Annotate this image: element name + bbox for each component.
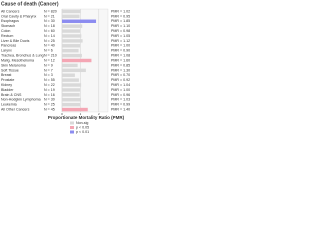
value-label: PMR = 0.90 [111, 49, 130, 53]
count-label: N = 45 [44, 108, 55, 112]
bar [62, 68, 86, 73]
x-axis-label: Proportionate Mortality Ratio (PMR) [48, 115, 125, 120]
count-label: N = 7 [44, 68, 53, 72]
category-label: Rectum [1, 34, 13, 38]
value-label: PMR = 0.92 [111, 78, 130, 82]
bar [62, 83, 82, 87]
count-label: N = 19 [44, 88, 55, 92]
category-label: Stomach [1, 24, 15, 28]
bar [62, 19, 97, 23]
value-label: PMR = 1.00 [111, 44, 130, 48]
bar [62, 102, 81, 107]
chart-title: Cause of death (Cancer) [1, 1, 59, 7]
category-label: Non-Hodgkin Lymphoma [1, 98, 41, 102]
category-label: Pancreas [1, 44, 16, 48]
count-label: N = 21 [44, 14, 55, 18]
category-label: All Other Cancers [1, 108, 30, 112]
category-label: Colon [1, 29, 10, 33]
category-label: Brain & CNS [1, 93, 22, 97]
count-label: N = 14 [44, 34, 55, 38]
bar [62, 14, 80, 19]
value-label: PMR = 1.12 [111, 39, 130, 43]
bar [62, 78, 79, 82]
bar [62, 73, 75, 77]
category-label: Soft Tissue [1, 68, 19, 72]
category-label: Trachea, Bronchus & Lung [1, 54, 44, 58]
bar [62, 107, 88, 112]
category-label: Bladder [1, 88, 14, 92]
count-label: N = 30 [44, 98, 55, 102]
category-label: Oral Cavity & Pharynx [1, 14, 37, 18]
count-label: N = 25 [44, 39, 55, 43]
category-label: Kidney [1, 83, 12, 87]
value-label: PMR = 0.98 [111, 29, 130, 33]
count-label: N = 60 [44, 29, 55, 33]
bar [62, 53, 82, 58]
bar [62, 9, 81, 14]
category-label: Leukemia [1, 103, 17, 107]
value-label: PMR = 0.95 [111, 14, 130, 18]
bar [62, 39, 83, 43]
category-label: All Cancers [1, 9, 20, 13]
bar [62, 24, 83, 28]
chart: Cause of death (Cancer) Proportionate Mo… [1, 1, 130, 134]
bar [62, 58, 92, 63]
value-label: PMR = 1.03 [111, 98, 130, 102]
count-label: N = 25 [44, 103, 55, 107]
value-label: PMR = 1.02 [111, 9, 130, 13]
value-label: PMR = 1.00 [111, 88, 130, 92]
legend-label: p < 0.01 [76, 130, 89, 134]
category-label: Larynx [1, 49, 12, 53]
bar [62, 63, 78, 68]
count-label: N = 9 [44, 63, 53, 67]
value-label: PMR = 1.04 [111, 83, 130, 87]
bar [62, 34, 82, 38]
category-label: Prostate [1, 78, 14, 82]
value-label: PMR = 0.99 [111, 103, 130, 107]
bar [62, 93, 80, 97]
category-label: Skin Melanoma [1, 63, 26, 67]
bar [62, 44, 81, 48]
count-label: N = 18 [44, 24, 55, 28]
legend-swatch [70, 121, 74, 125]
value-label: PMR = 1.60 [111, 58, 130, 62]
value-label: PMR = 1.30 [111, 68, 130, 72]
count-label: N = 30 [44, 19, 55, 23]
bar [62, 88, 81, 92]
value-label: PMR = 1.10 [111, 24, 130, 28]
value-label: PMR = 0.96 [111, 93, 130, 97]
value-label: PMR = 1.40 [111, 108, 130, 112]
x-tick-label: 1 [80, 112, 82, 116]
legend-swatch [70, 126, 74, 129]
value-label: PMR = 1.08 [111, 54, 130, 58]
count-label: N = 820 [44, 9, 57, 13]
category-label: Malig. Mesothelioma [1, 58, 34, 62]
count-label: N = 55 [44, 78, 55, 82]
count-label: N = 3 [44, 73, 53, 77]
count-label: N = 12 [44, 58, 55, 62]
category-label: Breast [1, 73, 11, 77]
value-label: PMR = 0.70 [111, 73, 130, 77]
count-label: N = 22 [44, 83, 55, 87]
count-label: N = 16 [44, 93, 55, 97]
bar [62, 29, 81, 33]
count-label: N = 40 [44, 44, 55, 48]
x-tick-label: 2 [98, 112, 100, 116]
category-label: Liver & Bile Ducts [1, 39, 30, 43]
value-label: PMR = 1.85 [111, 19, 130, 23]
value-label: PMR = 1.05 [111, 34, 130, 38]
legend-label: Non-sig [76, 121, 88, 125]
x-tick-label: 0 [61, 112, 63, 116]
value-label: PMR = 0.85 [111, 63, 130, 67]
bar [62, 98, 81, 102]
category-label: Esophagus [1, 19, 19, 23]
bar [62, 48, 79, 53]
count-label: N = 6 [44, 49, 53, 53]
legend-swatch [70, 130, 74, 134]
legend-label: p < 0.05 [76, 125, 89, 129]
count-label: N = 210 [44, 54, 57, 58]
